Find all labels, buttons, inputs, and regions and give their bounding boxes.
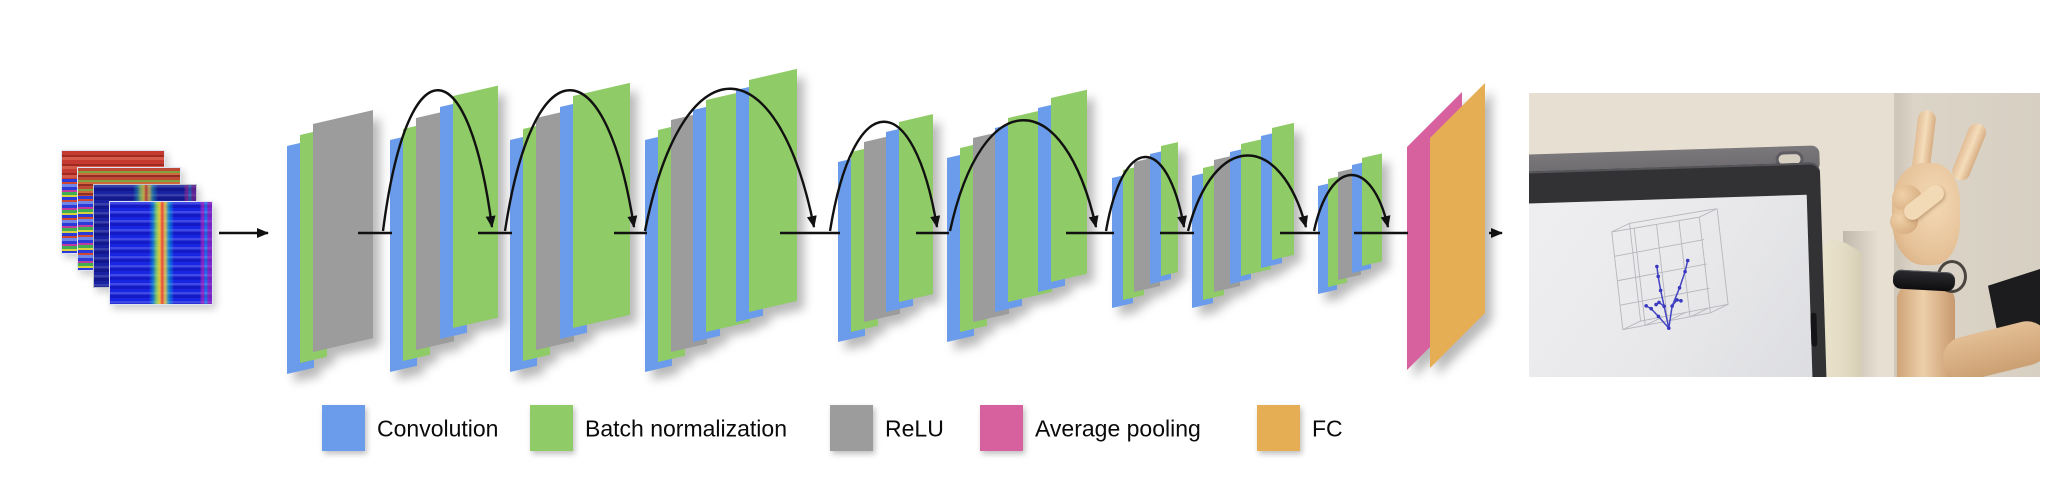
legend-label: FC [1312, 415, 1343, 441]
relu-sheet [313, 110, 373, 352]
batch-norm-sheet [960, 141, 987, 332]
legend-label: Average pooling [1035, 415, 1201, 441]
conv-swatch [322, 405, 365, 451]
fc-sheet [1430, 83, 1485, 368]
convolution-sheet [560, 100, 587, 339]
relu-swatch [830, 405, 873, 451]
convolution-sheet [287, 139, 314, 374]
batch-norm-sheet [1161, 142, 1178, 276]
monitor [1529, 145, 1827, 377]
convolution-sheet [1261, 131, 1282, 268]
convolution-sheet [1352, 160, 1371, 273]
convolution-sheet [1038, 101, 1065, 292]
relu-sheet [973, 129, 1009, 322]
convolution-sheet [510, 133, 537, 372]
average-pooling-sheet [1407, 92, 1462, 370]
convolution-sheet [995, 121, 1022, 312]
batch-norm-sheet [851, 145, 878, 332]
input-frame-4 [109, 201, 213, 305]
convolution-sheet [693, 103, 720, 342]
convolution-sheet [440, 100, 467, 339]
relu-sheet [1214, 153, 1240, 292]
wireframe-cube [1611, 208, 1729, 331]
legend-label: Batch normalization [585, 415, 787, 441]
relu-sheet [1338, 166, 1361, 280]
wristwatch [1892, 269, 1956, 292]
relu-sheet [416, 109, 454, 350]
legend-label: ReLU [885, 415, 944, 441]
batch-norm-sheet [1241, 137, 1271, 276]
relu-sheet [1134, 155, 1160, 292]
batch-norm-sheet [706, 89, 750, 332]
fc-swatch [1257, 405, 1300, 451]
convolution-sheet [1192, 171, 1213, 308]
batch-norm-sheet [899, 114, 933, 302]
batch-norm-sheet [1123, 165, 1144, 300]
relu-sheet [536, 109, 574, 350]
batch-norm-sheet [1362, 153, 1382, 266]
batch-norm-sheet [1203, 163, 1224, 300]
monitor-side-button [1810, 312, 1818, 347]
relu-sheet [864, 133, 900, 322]
convolution-sheet [1150, 149, 1171, 284]
batch-norm-sheet [1272, 122, 1294, 260]
batch-norm-sheet [749, 68, 797, 312]
convolution-sheet [947, 151, 974, 342]
convolution-sheet [645, 133, 672, 372]
convolution-sheet [838, 155, 865, 342]
batch-norm-sheet [300, 128, 327, 363]
convolution-sheet [1230, 147, 1251, 284]
convolution-sheet [736, 83, 763, 322]
batch-norm-sheet [573, 82, 630, 328]
convolution-sheet [1112, 173, 1133, 308]
batch-norm-sheet [1008, 107, 1052, 302]
pool-swatch [980, 405, 1023, 451]
legend-label: Convolution [377, 415, 499, 441]
hand-pose-3d-plot [1611, 208, 1729, 331]
convolution-sheet [390, 133, 417, 372]
batch-norm-sheet [453, 85, 498, 328]
batch-norm-sheet [1051, 89, 1087, 282]
convolution-sheet [886, 125, 913, 312]
batch-norm-sheet [523, 122, 550, 361]
output-photo [1529, 93, 2040, 377]
batch-norm-sheet [658, 123, 685, 362]
bn-swatch [530, 405, 573, 451]
convolution-sheet [1318, 181, 1337, 294]
skeleton-joints [1644, 258, 1690, 330]
batch-norm-sheet [1328, 174, 1347, 287]
batch-norm-sheet [403, 122, 430, 361]
relu-sheet [671, 111, 707, 352]
